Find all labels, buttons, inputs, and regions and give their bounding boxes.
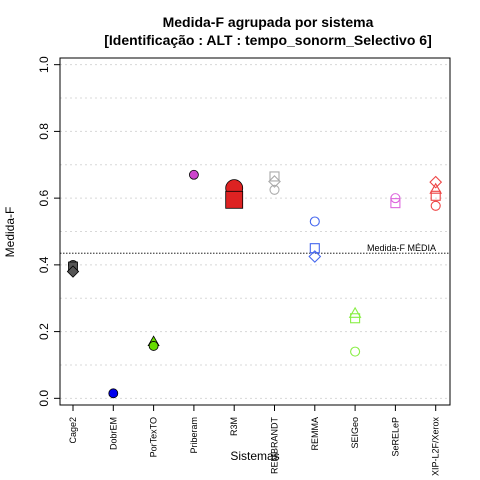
point-serelep-square bbox=[390, 198, 401, 209]
y-axis-label: Medida-F bbox=[3, 207, 17, 258]
x-tick-label: Cage2 bbox=[68, 417, 78, 444]
point-r3m-square bbox=[225, 190, 244, 209]
point-rembrandt-circle bbox=[269, 184, 280, 195]
y-axis: 0.0 0.2 0.4 0.6 0.8 1.0 bbox=[37, 56, 60, 407]
x-tick-label: REMMA bbox=[310, 417, 320, 451]
x-axis-label: Sistemas bbox=[230, 449, 279, 463]
x-tick-label: PorTexTO bbox=[149, 417, 159, 457]
y-tick-label: 0.4 bbox=[37, 256, 51, 273]
grid-lines bbox=[60, 64, 450, 399]
x-tick-label: SEIGeo bbox=[350, 417, 360, 449]
plot-frame bbox=[59, 57, 451, 406]
point-portexto-circle bbox=[148, 341, 159, 351]
x-tick-label: XIP-L2F/Xerox bbox=[431, 417, 441, 477]
point-seigeo-triangle bbox=[348, 306, 362, 318]
point-rembrandt-square bbox=[269, 171, 280, 182]
y-tick-label: 0.6 bbox=[37, 189, 51, 206]
point-xip-l2f-xerox-circle bbox=[430, 200, 441, 211]
chart-title-line1: Medida-F agrupada por sistema bbox=[163, 14, 374, 30]
point-cage2-diamond bbox=[66, 265, 80, 278]
point-remma-square bbox=[309, 243, 320, 254]
chart-title-line2: [Identificação : ALT : tempo_sonorm_Sele… bbox=[104, 32, 432, 48]
point-seigeo-square bbox=[350, 313, 361, 324]
point-remma-diamond bbox=[308, 250, 322, 263]
x-tick-label: Priberam bbox=[189, 417, 199, 454]
x-tick-label: R3M bbox=[229, 417, 239, 436]
point-rembrandt-diamond bbox=[268, 175, 281, 188]
data-points bbox=[66, 169, 443, 399]
point-xip-l2f-xerox-diamond bbox=[429, 175, 443, 189]
y-tick-label: 0.2 bbox=[37, 323, 51, 340]
point-remma-circle bbox=[309, 216, 320, 227]
point-xip-l2f-xerox-square bbox=[430, 190, 441, 201]
reference-line-group: Medida-F MÉDIA bbox=[60, 243, 450, 254]
x-tick-label: SeRELeP bbox=[390, 417, 400, 457]
y-tick-label: 1.0 bbox=[37, 56, 51, 73]
point-priberam-circle bbox=[188, 169, 199, 180]
point-dobrem-circle bbox=[108, 388, 119, 399]
point-xip-l2f-xerox-triangle bbox=[429, 182, 443, 194]
reference-line-label: Medida-F MÉDIA bbox=[367, 243, 436, 253]
y-tick-label: 0.0 bbox=[37, 390, 51, 407]
x-axis: Cage2 DobrEM PorTexTO Priberam R3M REMBRANDT R… bbox=[68, 405, 441, 476]
point-seigeo-circle bbox=[350, 346, 361, 357]
x-tick-label: REMBRANDT bbox=[270, 417, 280, 475]
x-tick-label: DobrEM bbox=[108, 417, 118, 450]
y-tick-label: 0.8 bbox=[37, 123, 51, 140]
